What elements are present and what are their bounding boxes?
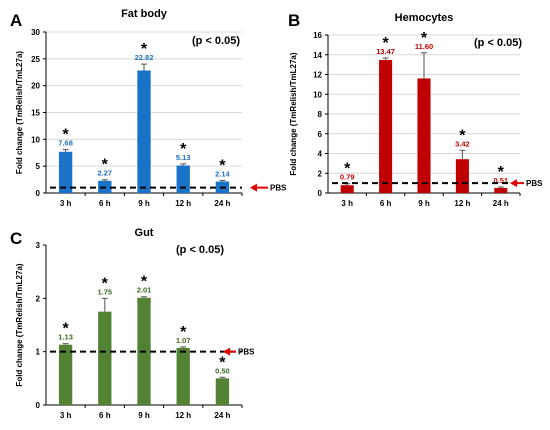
bar	[98, 311, 112, 405]
chart-panel-a: A Fat body (p < 0.05) 0 5 10 15 20 25 30 Fold chan…	[10, 8, 287, 208]
y-tick-label: 0	[318, 189, 323, 198]
significance-star: *	[421, 30, 428, 47]
significance-star: *	[180, 141, 187, 158]
data-label: 11.60	[415, 42, 433, 51]
bar	[58, 344, 73, 405]
x-tick-label: 24 h	[214, 199, 230, 208]
y-tick-label: 25	[31, 55, 40, 64]
y-tick-label: 15	[31, 109, 40, 118]
x-tick-label: 9 h	[418, 199, 430, 208]
pbs-label: PBS	[238, 348, 255, 357]
significance-star: *	[102, 157, 109, 174]
y-tick-label: 3	[36, 241, 41, 250]
significance-star: *	[498, 164, 505, 181]
x-tick-label: 6 h	[99, 411, 111, 420]
y-tick-label: 14	[313, 51, 322, 60]
panel-letter: C	[10, 229, 22, 248]
significance-note: (p < 0.05)	[474, 37, 522, 49]
bar	[137, 70, 151, 193]
x-tick-label: 6 h	[380, 199, 392, 208]
bar	[176, 347, 190, 405]
significance-star: *	[219, 157, 226, 174]
chart-panel-b: B Hemocytes (p < 0.05) 0 2 4 6 8 10 12 14 16 Fold ch…	[288, 11, 543, 208]
bar	[494, 187, 508, 193]
data-label: 7.68	[58, 139, 73, 148]
arrow-icon	[510, 179, 517, 188]
x-tick-label: 12 h	[175, 199, 191, 208]
bar	[417, 78, 431, 193]
data-label: 3.42	[455, 139, 470, 148]
x-tick-label: 24 h	[493, 199, 509, 208]
y-tick-label: 0	[36, 401, 41, 410]
x-tick-label: 6 h	[99, 199, 111, 208]
significance-star: *	[180, 324, 187, 341]
bar	[379, 59, 393, 193]
significance-star: *	[141, 41, 148, 58]
bar	[176, 165, 190, 193]
data-label: 13.47	[376, 47, 395, 56]
arrow-icon	[223, 347, 230, 356]
significance-note: (p < 0.05)	[192, 35, 240, 47]
panel-letter: B	[288, 11, 300, 30]
y-tick-label: 10	[31, 135, 40, 144]
y-axis-label: Fold change (TmRelish/TmL27a)	[15, 51, 24, 174]
chart-panel-c: C Gut (p < 0.05) 0 1 2 3 Fold change (TmRelish/…	[10, 227, 255, 420]
x-tick-label: 24 h	[214, 411, 230, 420]
chart-title: Fat body	[121, 8, 168, 20]
significance-star: *	[62, 127, 69, 144]
y-tick-label: 5	[36, 162, 41, 171]
x-tick-label: 3 h	[60, 199, 72, 208]
y-axis-label: Fold change (TmRelish/TmL27a)	[289, 52, 298, 175]
data-label: 2.14	[215, 169, 230, 178]
y-tick-label: 1	[36, 348, 41, 357]
significance-star: *	[62, 321, 69, 338]
arrow-icon	[250, 183, 257, 192]
data-label: 1.75	[97, 287, 112, 296]
y-tick-label: 30	[31, 28, 40, 37]
x-tick-label: 12 h	[175, 411, 191, 420]
y-tick-label: 6	[318, 130, 323, 139]
data-label: 1.13	[58, 333, 73, 342]
bar	[340, 185, 354, 193]
data-label: 0.50	[215, 366, 230, 375]
bar	[455, 159, 469, 193]
bar	[58, 151, 73, 193]
y-tick-label: 20	[31, 82, 40, 91]
data-label: 0.79	[340, 173, 355, 182]
data-label: 22.82	[135, 53, 154, 62]
chart-title: Hemocytes	[395, 12, 454, 24]
y-tick-label: 2	[318, 169, 323, 178]
panel-letter: A	[10, 11, 22, 30]
significance-star: *	[344, 161, 351, 178]
y-tick-label: 4	[318, 150, 323, 159]
significance-star: *	[459, 127, 466, 144]
y-tick-label: 2	[36, 294, 41, 303]
y-axis-label: Fold change (TmRelish/TmL27a)	[15, 263, 24, 386]
data-label: 1.07	[176, 336, 191, 345]
y-tick-label: 0	[36, 189, 41, 198]
data-label: 2.01	[137, 286, 152, 295]
significance-star: *	[102, 275, 109, 292]
significance-star: *	[141, 274, 148, 291]
y-tick-label: 16	[313, 31, 322, 40]
bar	[215, 378, 230, 405]
significance-star: *	[219, 354, 226, 371]
x-tick-label: 9 h	[138, 411, 150, 420]
y-tick-label: 12	[313, 71, 322, 80]
pbs-label: PBS	[526, 179, 543, 188]
data-label: 5.13	[176, 153, 191, 162]
data-label: 2.27	[97, 169, 112, 178]
x-tick-label: 9 h	[138, 199, 150, 208]
y-tick-label: 8	[318, 110, 323, 119]
significance-note: (p < 0.05)	[176, 244, 224, 256]
data-label: 0.51	[493, 176, 508, 185]
x-tick-label: 3 h	[341, 199, 353, 208]
chart-title: Gut	[135, 227, 154, 239]
significance-star: *	[382, 35, 389, 52]
pbs-label: PBS	[270, 184, 287, 193]
x-tick-label: 3 h	[60, 411, 72, 420]
y-tick-label: 10	[313, 90, 322, 99]
x-tick-label: 12 h	[454, 199, 470, 208]
